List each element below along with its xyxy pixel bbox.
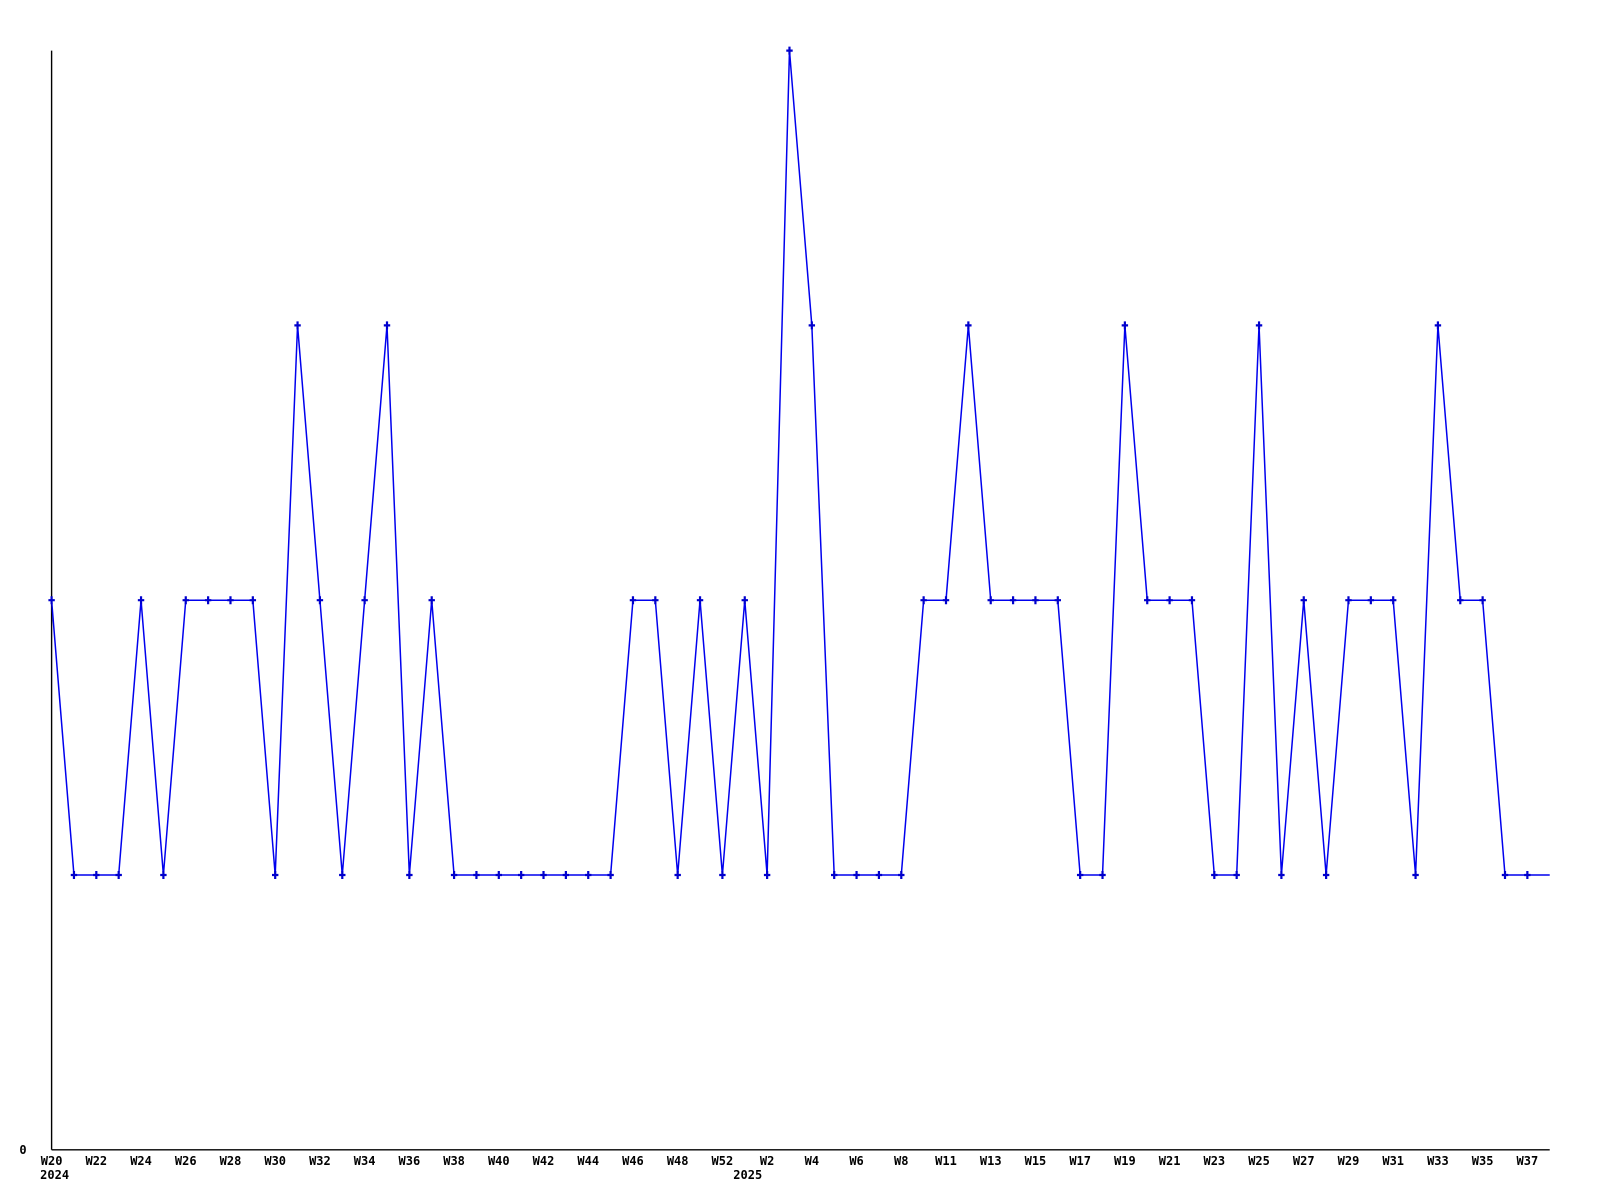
x-tick-label-W33: W33 bbox=[1427, 1154, 1449, 1168]
x-tick-label-W44: W44 bbox=[577, 1154, 599, 1168]
x-tick-label-W29: W29 bbox=[1338, 1154, 1360, 1168]
x-tick-label-W52: W52 bbox=[712, 1154, 734, 1168]
x-tick-label-W48: W48 bbox=[667, 1154, 689, 1168]
x-tick-label-W32: W32 bbox=[309, 1154, 331, 1168]
x-tick-label-W6: W6 bbox=[849, 1154, 863, 1168]
x-tick-label-W23: W23 bbox=[1203, 1154, 1225, 1168]
x-tick-label-W13: W13 bbox=[980, 1154, 1002, 1168]
data-series-line bbox=[50, 50, 1550, 876]
x-tick-label-W4: W4 bbox=[805, 1154, 819, 1168]
x-tick-label-W22: W22 bbox=[85, 1154, 107, 1168]
data-point-markers bbox=[48, 46, 1531, 879]
x-tick-label-W28: W28 bbox=[220, 1154, 242, 1168]
x-tick-label-W24: W24 bbox=[130, 1154, 152, 1168]
x-tick-label-W19: W19 bbox=[1114, 1154, 1136, 1168]
x-tick-label-W21: W21 bbox=[1159, 1154, 1181, 1168]
x-tick-label-W27: W27 bbox=[1293, 1154, 1315, 1168]
x-tick-label-W36: W36 bbox=[399, 1154, 421, 1168]
x-tick-label-W35: W35 bbox=[1472, 1154, 1494, 1168]
x-tick-label-W42: W42 bbox=[533, 1154, 555, 1168]
x-tick-label-W30: W30 bbox=[264, 1154, 286, 1168]
y-tick-label-0: 0 bbox=[19, 1143, 26, 1157]
x-tick-label-W17: W17 bbox=[1069, 1154, 1091, 1168]
year-label-2024: 2024 bbox=[40, 1168, 69, 1182]
x-tick-label-W31: W31 bbox=[1382, 1154, 1404, 1168]
year-label-2025: 2025 bbox=[733, 1168, 762, 1182]
x-tick-label-W2: W2 bbox=[760, 1154, 774, 1168]
x-tick-label-W20: W20 bbox=[41, 1154, 63, 1168]
x-tick-label-W34: W34 bbox=[354, 1154, 376, 1168]
x-tick-label-W40: W40 bbox=[488, 1154, 510, 1168]
x-tick-label-W26: W26 bbox=[175, 1154, 197, 1168]
x-tick-label-W11: W11 bbox=[935, 1154, 957, 1168]
x-tick-label-W15: W15 bbox=[1025, 1154, 1047, 1168]
x-tick-label-W38: W38 bbox=[443, 1154, 465, 1168]
x-tick-label-W37: W37 bbox=[1517, 1154, 1539, 1168]
x-tick-label-W46: W46 bbox=[622, 1154, 644, 1168]
x-tick-label-W25: W25 bbox=[1248, 1154, 1270, 1168]
x-tick-label-W8: W8 bbox=[894, 1154, 908, 1168]
